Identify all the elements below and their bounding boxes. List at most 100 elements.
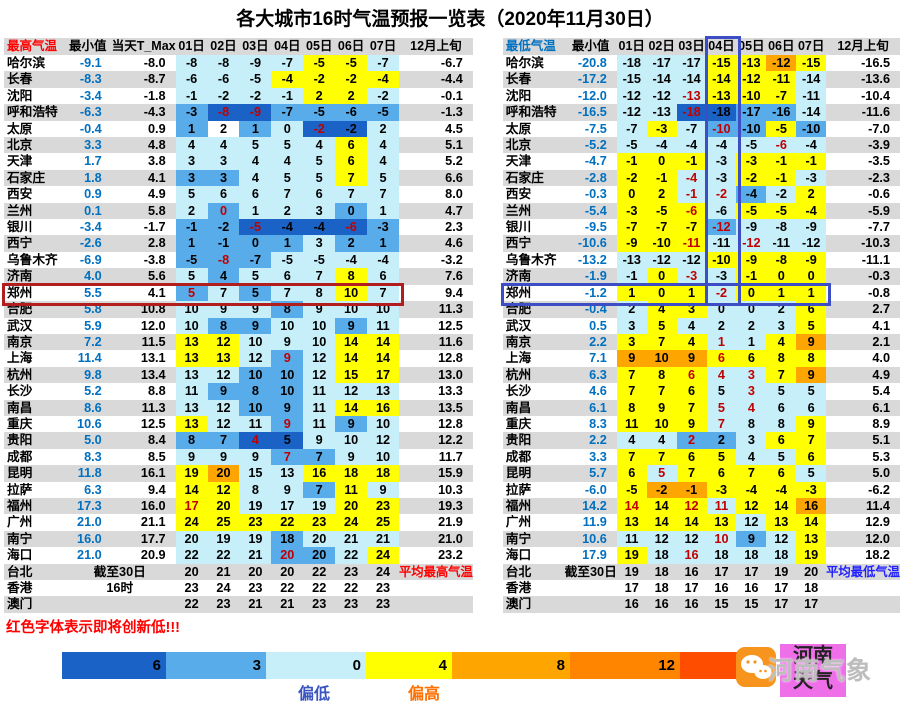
day-value: 5 — [796, 465, 827, 482]
dec-early-value: -5.9 — [868, 203, 890, 218]
day-value: 2 — [676, 432, 707, 449]
min-value: 21.0 — [77, 548, 102, 563]
day-value: 19 — [239, 530, 272, 548]
col-header: 06日 — [337, 39, 365, 54]
city-name: 哈尔滨 — [7, 56, 46, 70]
day-value: 9 — [676, 350, 707, 367]
day-value: 11 — [335, 481, 368, 498]
min-value: 5.9 — [84, 318, 102, 333]
min-value: 11.4 — [77, 351, 102, 366]
city-name: 贵阳 — [7, 433, 33, 448]
city-name: 呼和浩特 — [505, 105, 557, 120]
city-name: 澳门 — [7, 597, 33, 612]
day-value: 10 — [367, 301, 399, 318]
min-value: 8.3 — [589, 416, 607, 431]
city-name: 哈尔滨 — [505, 56, 544, 70]
day-value: 7 — [616, 448, 647, 466]
day-value: -12 — [616, 104, 647, 121]
day-value: 10 — [271, 317, 304, 334]
day-value: -3 — [706, 268, 737, 285]
day-value: 22 — [312, 564, 327, 579]
col-header: 最低气温 — [505, 39, 556, 54]
min-value: 6.3 — [84, 482, 102, 497]
day-value: 9 — [676, 415, 707, 433]
day-value: 13 — [616, 514, 647, 531]
day-value: 20 — [280, 564, 295, 579]
day-value: 11 — [616, 415, 647, 433]
day-value: 5 — [271, 169, 304, 187]
day-value: -1 — [175, 219, 208, 236]
cutoff-cell: 截至30日 — [564, 564, 617, 579]
city-name: 长沙 — [7, 384, 33, 399]
table-row: 呼和浩特 -16.5 -12 -13 -18 -18 -17 -16 -14 -11.6 — [502, 104, 900, 121]
dec-early-value: 12.9 — [865, 515, 890, 530]
day-value: 1 — [367, 235, 399, 252]
city-name: 沈阳 — [7, 88, 33, 103]
day-value: 13 — [175, 333, 208, 351]
tmax-value: 12.0 — [140, 318, 166, 333]
min-value: -5.4 — [584, 203, 607, 218]
day-value: -14 — [646, 71, 677, 88]
min-value: -9.5 — [584, 220, 607, 235]
day-value: 0 — [646, 284, 677, 302]
day-value: 7 — [616, 366, 647, 384]
day-value: 1 — [271, 235, 304, 252]
dec-early-value: 11.3 — [438, 302, 463, 317]
day-value: 18 — [736, 547, 767, 564]
day-value: 9 — [796, 415, 827, 433]
city-name: 银川 — [505, 220, 532, 235]
day-value: -11 — [676, 235, 707, 252]
day-value: 20 — [248, 564, 263, 579]
day-value: 3 — [303, 235, 336, 252]
day-value: 20 — [271, 547, 304, 564]
dec-early-value: -7.7 — [868, 220, 890, 235]
day-value: 25 — [207, 514, 240, 531]
average-label: 平均最低气温 — [826, 564, 900, 579]
day-value: 7 — [766, 366, 797, 384]
day-value: 8 — [766, 415, 797, 433]
day-value: 13 — [175, 350, 208, 367]
table-row: 西宁 -10.6 -9 -10 -11 -11 -12 -11 -12 -10.3 — [502, 235, 900, 252]
dec-early-value: -0.8 — [868, 285, 890, 300]
day-value: 2 — [271, 202, 304, 220]
city-name: 西安 — [505, 187, 532, 202]
table-row: 郑州 5.5 4.1 5 7 5 7 8 10 7 9.4 — [4, 284, 473, 302]
day-value: 2 — [706, 432, 737, 449]
day-value: 12 — [207, 415, 240, 433]
city-name: 海口 — [505, 548, 532, 563]
day-value: 2 — [335, 235, 368, 252]
day-value: -8 — [207, 104, 240, 121]
day-value: 24 — [175, 514, 208, 531]
day-value: 9 — [303, 432, 336, 449]
dec-early-value: -11.6 — [861, 105, 890, 120]
day-value: 17 — [804, 597, 819, 612]
city-name: 上海 — [505, 351, 532, 366]
day-value: 4 — [646, 432, 677, 449]
day-value: 14 — [646, 497, 677, 515]
col-header: 最小值 — [69, 39, 107, 54]
day-value: 6 — [676, 366, 707, 384]
day-value: -8 — [207, 55, 240, 72]
day-value: 15 — [239, 465, 272, 482]
day-value: 20 — [303, 530, 336, 548]
dec-early-value: 4.7 — [445, 203, 463, 218]
dec-early-value: -0.1 — [440, 88, 463, 103]
day-value: -12 — [646, 87, 677, 105]
min-value: -1.2 — [584, 285, 607, 300]
day-value: 6 — [706, 350, 737, 367]
day-value: 22 — [312, 581, 327, 595]
min-value: 17.9 — [582, 548, 607, 563]
day-value: 3 — [175, 169, 208, 187]
day-value: 1 — [239, 120, 272, 138]
day-value: 20 — [303, 547, 336, 564]
table-row: 澳门 16 16 16 15 15 17 17 — [502, 596, 900, 613]
table-row: 香港 17 18 17 16 16 17 18 — [503, 580, 900, 596]
day-value: 19 — [774, 564, 789, 579]
tmax-value: 9.4 — [147, 482, 166, 497]
day-value: 7 — [646, 448, 677, 466]
day-value: 7 — [796, 432, 827, 449]
min-value: -0.3 — [584, 187, 607, 202]
city-name: 乌鲁木齐 — [7, 252, 58, 267]
day-value: 19 — [175, 465, 208, 482]
day-value: 4 — [616, 432, 647, 449]
